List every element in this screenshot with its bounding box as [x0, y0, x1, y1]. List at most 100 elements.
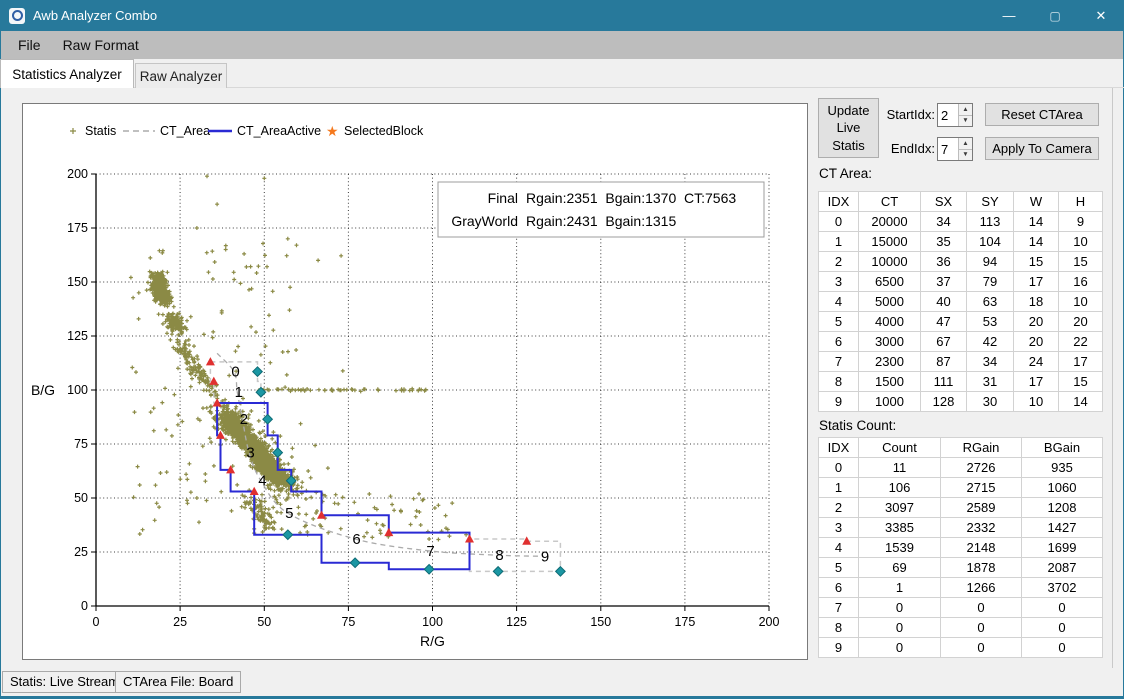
window-left-border — [0, 0, 1, 699]
startidx-input[interactable] — [938, 104, 958, 126]
table-cell: 2 — [818, 497, 859, 518]
table-cell: 935 — [1021, 457, 1103, 478]
startidx-down-arrow-icon[interactable]: ▼ — [959, 115, 972, 126]
table-cell: 106 — [858, 477, 941, 498]
y-tick-label: 125 — [67, 329, 88, 343]
menu-raw-format[interactable]: Raw Format — [62, 37, 139, 53]
startidx-label: StartIdx: — [886, 107, 935, 122]
table-cell: 3702 — [1021, 577, 1103, 598]
table-cell: 18 — [1013, 291, 1059, 312]
window-bottom-border — [0, 696, 1124, 699]
table-row[interactable]: 7 2300 87 34 24 17 — [818, 351, 1103, 372]
ct-area-table[interactable]: IDX CT SX SY W H 0 20000 34 113 14 9 1 15000 35 104 14 10… — [818, 191, 1103, 412]
app-icon — [9, 7, 25, 24]
block-corner-diamond-handle[interactable] — [285, 475, 297, 487]
table-cell: 0 — [818, 211, 859, 232]
tab-statistics-analyzer[interactable]: Statistics Analyzer — [0, 59, 134, 88]
block-corner-triangle-handle[interactable] — [384, 527, 394, 537]
block-corner-diamond-handle[interactable] — [255, 386, 267, 398]
table-header-cell: CT — [858, 191, 921, 212]
block-corner-diamond-handle[interactable] — [272, 447, 284, 459]
table-row[interactable]: 0 11 2726 935 — [818, 457, 1103, 478]
table-row[interactable]: 4 5000 40 63 18 10 — [818, 291, 1103, 312]
table-row[interactable]: 5 69 1878 2087 — [818, 557, 1103, 578]
table-row[interactable]: 1 15000 35 104 14 10 — [818, 231, 1103, 252]
block-corner-triangle-handle[interactable] — [209, 376, 219, 385]
table-row[interactable]: 2 10000 36 94 15 15 — [818, 251, 1103, 272]
table-row[interactable]: 6 3000 67 42 20 22 — [818, 331, 1103, 352]
info-box-values: Rgain:2351 Bgain:1370 CT:7563 — [526, 190, 736, 206]
block-label: 0 — [231, 364, 239, 381]
block-corner-diamond-handle[interactable] — [554, 565, 566, 577]
table-cell: 11 — [858, 457, 941, 478]
x-tick-label: 25 — [173, 615, 187, 629]
minimize-button[interactable]: — — [1002, 8, 1016, 23]
table-row[interactable]: 4 1539 2148 1699 — [818, 537, 1103, 558]
block-corner-triangle-handle[interactable] — [522, 536, 532, 545]
control-panel: Update Live Statis StartIdx: ▲ ▼ EndIdx:… — [818, 96, 1110, 668]
window-controls: — ▢ ✕ — [986, 0, 1124, 31]
awb-scatter-chart[interactable]: 0025255050757510010012512515015017517520… — [23, 104, 807, 659]
table-row[interactable]: 8 1500 111 31 17 15 — [818, 371, 1103, 392]
awb-info-box — [437, 181, 765, 238]
block-corner-diamond-handle[interactable] — [282, 529, 294, 541]
table-header-cell: H — [1058, 191, 1103, 212]
x-tick-label: 175 — [674, 615, 695, 629]
table-row[interactable]: 6 1 1266 3702 — [818, 577, 1103, 598]
block-corner-triangle-handle[interactable] — [249, 486, 259, 495]
block-corner-diamond-handle[interactable] — [251, 366, 264, 378]
block-corner-diamond-handle[interactable] — [492, 565, 504, 577]
table-cell: 17 — [1013, 271, 1059, 292]
menu-file[interactable]: File — [18, 37, 41, 53]
table-cell: 14 — [1058, 391, 1103, 412]
table-row[interactable]: 9 1000 128 30 10 14 — [818, 391, 1103, 412]
startidx-up-arrow-icon[interactable]: ▲ — [959, 104, 972, 116]
startidx-spinner[interactable]: ▲ ▼ — [937, 103, 973, 127]
table-cell: 40 — [920, 291, 967, 312]
block-corner-triangle-handle[interactable] — [212, 398, 222, 407]
apply-to-camera-button[interactable]: Apply To Camera — [985, 137, 1099, 160]
update-live-statis-button[interactable]: Update Live Statis — [818, 98, 879, 158]
endidx-up-arrow-icon[interactable]: ▲ — [959, 138, 972, 150]
table-cell: 1500 — [858, 371, 921, 392]
maximize-button[interactable]: ▢ — [1049, 8, 1061, 23]
tabbar: Statistics Analyzer Raw Analyzer — [0, 59, 1124, 88]
block-corner-triangle-handle[interactable] — [205, 357, 215, 366]
main-content: 0 0 25 25 50 50 75 75 100 100 125 125 150 150 175 175 20… — [0, 88, 1124, 668]
table-row[interactable]: 2 3097 2589 1208 — [818, 497, 1103, 518]
block-corner-triangle-handle[interactable] — [317, 510, 326, 519]
endidx-down-arrow-icon[interactable]: ▼ — [959, 149, 972, 160]
table-row[interactable]: 5 4000 47 53 20 20 — [818, 311, 1103, 332]
block-corner-diamond-handle[interactable] — [423, 563, 435, 575]
block-corner-triangle-handle[interactable] — [216, 430, 225, 439]
endidx-spinner[interactable]: ▲ ▼ — [937, 137, 973, 161]
block-corner-triangle-handle[interactable] — [226, 465, 236, 474]
table-row[interactable]: 3 3385 2332 1427 — [818, 517, 1103, 538]
block-corner-diamond-handle[interactable] — [349, 557, 361, 569]
table-cell: 15000 — [858, 231, 921, 252]
table-cell: 1060 — [1021, 477, 1103, 498]
endidx-input[interactable] — [938, 138, 958, 160]
table-cell: 30 — [966, 391, 1014, 412]
table-header-cell: SY — [966, 191, 1014, 212]
table-row[interactable]: 3 6500 37 79 17 16 — [818, 271, 1103, 292]
block-label: 2 — [240, 411, 248, 428]
close-button[interactable]: ✕ — [1095, 7, 1107, 23]
block-corner-triangle-handle[interactable] — [465, 534, 474, 543]
table-cell: 3385 — [858, 517, 941, 538]
table-row[interactable]: 0 20000 34 113 14 9 — [818, 211, 1103, 232]
table-cell: 42 — [966, 331, 1014, 352]
table-cell: 22 — [1058, 331, 1103, 352]
table-header-cell: W — [1013, 191, 1059, 212]
table-row[interactable]: 1 106 2715 1060 — [818, 477, 1103, 498]
tab-raw-analyzer[interactable]: Raw Analyzer — [135, 63, 227, 88]
titlebar[interactable]: Awb Analyzer Combo — ▢ ✕ — [0, 0, 1124, 31]
table-cell: 8 — [818, 617, 859, 638]
statis-count-table[interactable]: IDX Count RGain BGain 0 11 2726 935 1 106 2715 1060… — [818, 437, 1103, 658]
block-corner-diamond-handle[interactable] — [262, 413, 274, 425]
reset-ctarea-button[interactable]: Reset CTArea — [985, 103, 1099, 126]
statusbar: Statis: Live Stream CTArea File: Board — [0, 668, 1124, 696]
